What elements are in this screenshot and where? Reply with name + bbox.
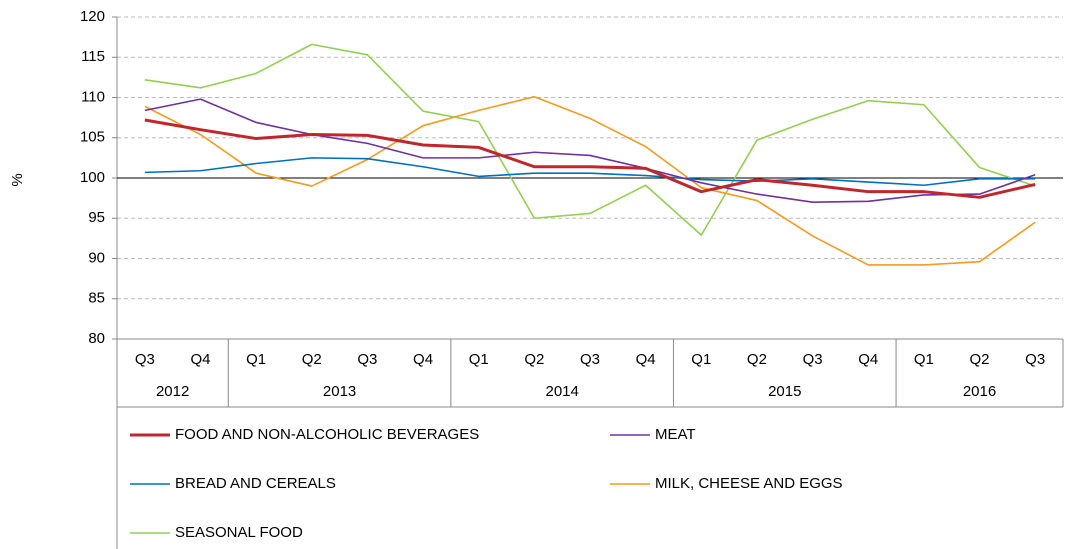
y-tick-label: 120: [80, 8, 105, 25]
x-tick-label: Q4: [190, 351, 210, 368]
x-tick-label: Q2: [524, 351, 544, 368]
x-tick-label: Q3: [803, 351, 823, 368]
group-label: 2012: [156, 383, 189, 400]
x-tick-label: Q1: [914, 351, 934, 368]
y-tick-label: 115: [81, 48, 105, 65]
x-tick-label: Q3: [135, 351, 155, 368]
series-line: [144, 118, 1036, 199]
group-label: 2016: [963, 383, 996, 400]
y-tick-label: 85: [88, 290, 105, 307]
y-tick-label: 80: [88, 330, 105, 347]
y-tick-label: 90: [88, 249, 105, 266]
x-tick-label: Q3: [580, 351, 600, 368]
x-tick-label: Q2: [970, 351, 990, 368]
x-tick-label: Q1: [246, 351, 266, 368]
series-line: [144, 98, 1036, 203]
x-tick-label: Q1: [469, 351, 489, 368]
legend-label: FOOD AND NON-ALCOHOLIC BEVERAGES: [175, 426, 479, 443]
x-tick-label: Q3: [1025, 351, 1045, 368]
x-tick-label: Q4: [413, 351, 433, 368]
y-axis-label: %: [9, 173, 26, 186]
x-tick-label: Q1: [691, 351, 711, 368]
x-tick-label: Q3: [357, 351, 377, 368]
series-line: [144, 43, 1036, 236]
x-tick-label: Q4: [636, 351, 656, 368]
x-tick-label: Q2: [302, 351, 322, 368]
y-tick-label: 105: [80, 129, 105, 146]
y-tick-label: 110: [81, 88, 105, 105]
series-line: [144, 95, 1036, 266]
legend-label: MEAT: [655, 426, 696, 443]
group-label: 2013: [323, 383, 356, 400]
y-tick-label: 100: [80, 169, 105, 186]
legend-label: MILK, CHEESE AND EGGS: [655, 475, 843, 492]
legend-label: SEASONAL FOOD: [175, 524, 303, 541]
series-line: [144, 157, 1036, 187]
legend-label: BREAD AND CEREALS: [175, 475, 336, 492]
x-tick-label: Q4: [858, 351, 878, 368]
x-tick-label: Q2: [747, 351, 767, 368]
y-tick-label: 95: [88, 209, 105, 226]
group-label: 2014: [545, 383, 578, 400]
group-label: 2015: [768, 383, 801, 400]
